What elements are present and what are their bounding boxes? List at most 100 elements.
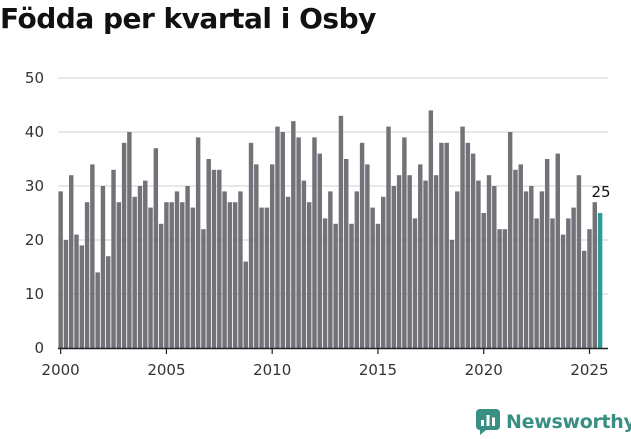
- bar: [502, 229, 508, 348]
- y-tick-label: 10: [25, 285, 44, 303]
- bar: [328, 191, 333, 348]
- x-tick-label: 2020: [465, 361, 503, 379]
- bar: [169, 202, 174, 348]
- bar: [206, 159, 211, 348]
- bar: [555, 153, 560, 348]
- bar: [143, 180, 148, 348]
- bar: [306, 202, 312, 348]
- bar: [312, 137, 317, 348]
- bar: [444, 142, 449, 348]
- bar: [301, 180, 307, 348]
- bar: [370, 207, 375, 348]
- bar: [354, 191, 360, 348]
- bar: [148, 207, 153, 348]
- bar: [433, 175, 439, 348]
- bar: [269, 164, 275, 348]
- bar: [359, 142, 365, 348]
- bar: [550, 218, 555, 348]
- bar: [465, 142, 471, 348]
- bar: [259, 207, 264, 348]
- bar: [248, 142, 254, 348]
- bar: [132, 196, 137, 348]
- bar: [571, 207, 576, 348]
- bar: [470, 153, 476, 348]
- bar: [254, 164, 259, 348]
- bar: [566, 218, 571, 348]
- bar: [238, 191, 243, 348]
- x-tick-label: 2025: [570, 361, 608, 379]
- bar: [539, 191, 545, 348]
- bar: [523, 191, 529, 348]
- bar: [592, 202, 597, 348]
- bar: [296, 137, 301, 348]
- bar: [449, 240, 455, 348]
- y-tick-label: 40: [25, 123, 44, 141]
- y-tick-label: 50: [25, 69, 44, 87]
- bar: [243, 261, 248, 348]
- bar: [513, 169, 518, 348]
- bar: [507, 132, 513, 348]
- bar: [195, 137, 201, 348]
- bar: [137, 186, 143, 348]
- bar: [69, 175, 74, 348]
- bar: [127, 132, 132, 348]
- bar: [58, 191, 63, 348]
- bar: [375, 223, 381, 348]
- x-tick-label: 2000: [42, 361, 80, 379]
- y-tick-label: 30: [25, 177, 44, 195]
- bar: [423, 180, 428, 348]
- bar-latest: [597, 213, 603, 348]
- y-tick-label: 0: [34, 339, 44, 357]
- bar: [560, 234, 566, 348]
- brand-name: Newsworthy: [506, 411, 631, 433]
- bar: [232, 202, 238, 348]
- bar: [338, 115, 344, 348]
- bar: [581, 250, 587, 348]
- bar: [460, 126, 465, 348]
- latest-value-label: 25: [592, 183, 611, 201]
- bar: [407, 175, 412, 348]
- newsworthy-logo: Newsworthy: [476, 409, 631, 435]
- bar: [190, 207, 196, 348]
- bar: [418, 164, 423, 348]
- bar: [576, 175, 582, 348]
- bar: [211, 169, 217, 348]
- bar: [396, 175, 402, 348]
- bar: [79, 245, 85, 348]
- bar: [100, 186, 106, 348]
- bar: [63, 240, 69, 348]
- bar: [476, 180, 481, 348]
- bar: [180, 202, 185, 348]
- bar: [116, 202, 122, 348]
- bar: [518, 164, 523, 348]
- bar: [174, 191, 180, 348]
- bar: [217, 169, 222, 348]
- bar: [486, 175, 492, 348]
- bar: [95, 272, 100, 348]
- bar: [412, 218, 418, 348]
- bar: [455, 191, 460, 348]
- bar: [275, 126, 280, 348]
- x-tick-label: 2015: [359, 361, 397, 379]
- bar: [201, 229, 206, 348]
- bar: [497, 229, 502, 348]
- bar: [158, 223, 164, 348]
- bar: [222, 191, 227, 348]
- bar: [333, 223, 338, 348]
- bar: [164, 202, 169, 348]
- x-tick-label: 2010: [253, 361, 291, 379]
- bar: [391, 186, 397, 348]
- bar: [84, 202, 90, 348]
- bar: [74, 234, 79, 348]
- bar: [280, 132, 285, 348]
- bar: [185, 186, 190, 348]
- bar: [322, 218, 328, 348]
- bar: [349, 223, 354, 348]
- bar: [386, 126, 391, 348]
- x-tick-label: 2005: [147, 361, 185, 379]
- bar: [344, 159, 349, 348]
- chart-title: Födda per kvartal i Osby: [0, 2, 376, 35]
- bar: [534, 218, 539, 348]
- bar: [587, 229, 592, 348]
- bar: [381, 196, 386, 348]
